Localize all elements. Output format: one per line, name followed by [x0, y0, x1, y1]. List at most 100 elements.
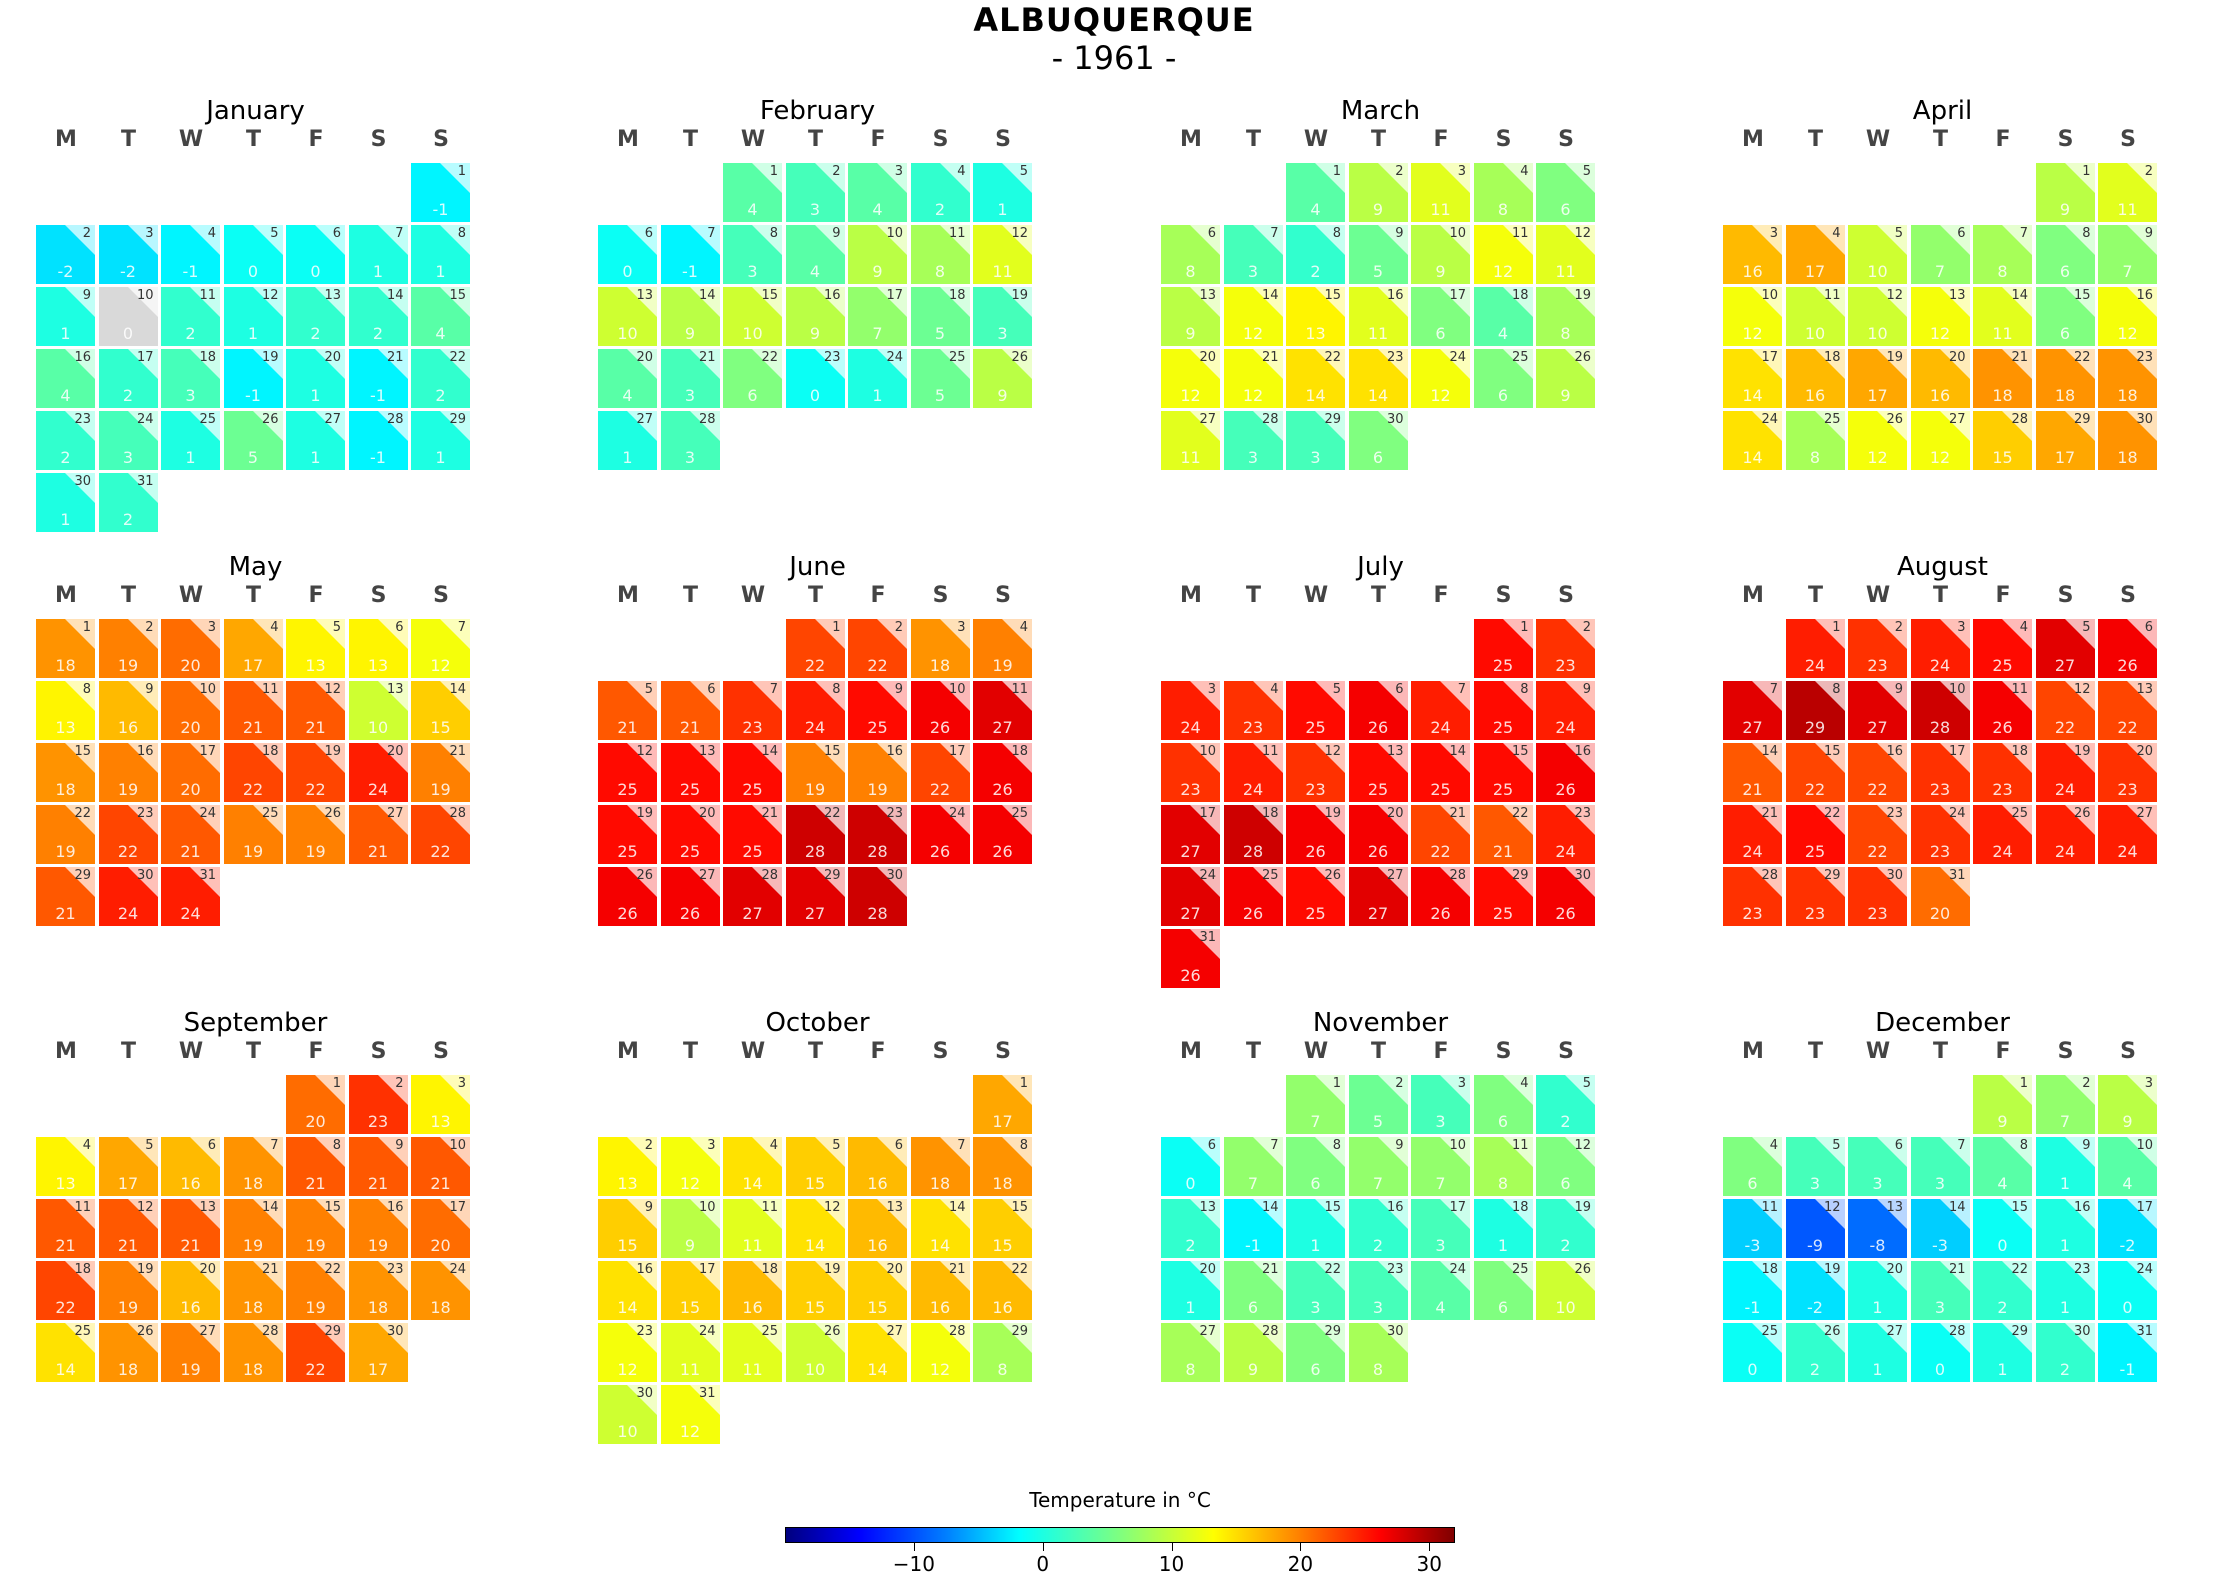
day-temperature: 2 [2059, 1360, 2071, 1379]
day-corner [440, 1261, 470, 1291]
weekday-label: S [1495, 583, 1512, 608]
day-cell: 21 19 [411, 743, 470, 802]
day-number: 17 [199, 744, 216, 759]
day-cell: 28 9 [1223, 1323, 1283, 1382]
day-number: 15 [1324, 288, 1341, 303]
day-cell: 9 24 [1536, 681, 1595, 740]
day-corner [689, 1323, 720, 1353]
colorbar-tick [1300, 1543, 1302, 1551]
day-number: 1 [457, 164, 466, 179]
day-cell: 21 24 [1723, 805, 1782, 864]
day-number: 11 [1261, 744, 1279, 759]
weekday-label: F [308, 1039, 324, 1064]
day-cell: 19 17 [1848, 349, 1907, 408]
day-corner [1939, 1323, 1970, 1353]
weekday-label: T [120, 583, 136, 608]
day-cell: 12 6 [1536, 1137, 1595, 1196]
day-number: 26 [636, 868, 653, 883]
day-cell: 15 22 [1785, 743, 1845, 802]
day-number: 12 [1011, 226, 1028, 241]
day-corner [1502, 681, 1533, 711]
day-temperature: 3 [1247, 448, 1259, 467]
day-cell: 29 22 [286, 1323, 345, 1382]
day-temperature: -1 [1245, 1236, 1261, 1255]
day-corner [65, 349, 95, 379]
day-number: 9 [1894, 682, 1903, 697]
month-title: September [183, 1008, 328, 1038]
day-corner [1002, 1137, 1032, 1167]
day-corner [1565, 1075, 1595, 1105]
day-number: 15 [449, 288, 466, 303]
day-temperature: 21 [679, 718, 701, 737]
day-corner [1440, 163, 1470, 193]
day-corner [1877, 619, 1907, 649]
day-temperature: 8 [1497, 1174, 1509, 1193]
day-temperature: 7 [2059, 1112, 2071, 1131]
day-cell: 11 12 [1473, 225, 1533, 284]
day-corner [1377, 805, 1408, 835]
day-corner [2064, 1199, 2095, 1229]
day-temperature: 7 [1934, 262, 1946, 281]
day-cell: 14 2 [348, 287, 408, 346]
day-corner [814, 619, 845, 649]
day-number: 29 [74, 868, 91, 883]
day-corner [689, 1137, 720, 1167]
day-cell: 16 9 [785, 287, 845, 346]
day-corner [2064, 619, 2095, 649]
day-temperature: 26 [1367, 718, 1389, 737]
day-corner [65, 1137, 95, 1167]
day-temperature: 24 [180, 904, 201, 923]
day-temperature: 4 [1997, 1174, 2008, 1193]
day-temperature: 25 [867, 718, 888, 737]
day-number: 27 [886, 1324, 903, 1339]
day-corner [2127, 1075, 2157, 1105]
day-cell: 7 18 [910, 1137, 970, 1196]
day-corner [252, 1261, 283, 1291]
day-corner [1440, 349, 1470, 379]
day-cell: 23 12 [598, 1323, 657, 1382]
day-corner [127, 681, 158, 711]
day-corner [1502, 287, 1533, 317]
day-number: 30 [74, 474, 91, 489]
day-temperature: 3 [122, 448, 134, 467]
day-corner [1752, 1261, 1782, 1291]
day-number: 3 [1457, 164, 1466, 179]
weekday-label: M [617, 583, 639, 608]
day-cell: 16 19 [98, 743, 158, 802]
day-corner [814, 743, 845, 773]
day-number: 25 [199, 412, 216, 427]
day-number: 17 [1199, 806, 1216, 821]
day-cell: 3 20 [161, 619, 220, 678]
day-temperature: 5 [1372, 262, 1384, 281]
day-number: 5 [1582, 164, 1591, 179]
day-cell: 17 7 [848, 287, 907, 346]
day-number: 2 [145, 620, 154, 635]
day-temperature: 1 [310, 386, 321, 405]
month-november: November M T W T F S S 1 7 2 5 3 3 4 6 5 2 6 0 7 7 8 6 9 7 10 7 11 8 1… [1161, 1008, 1600, 1438]
day-number: 10 [1449, 226, 1466, 241]
day-cell: 27 8 [1161, 1323, 1220, 1382]
day-number: 26 [1011, 350, 1028, 365]
day-corner [1377, 1261, 1408, 1291]
day-corner [2127, 743, 2157, 773]
day-corner [877, 867, 907, 897]
day-temperature: 22 [867, 656, 888, 675]
weekday-label: S [2057, 1039, 2074, 1064]
day-cell: 17 3 [1411, 1199, 1470, 1258]
day-temperature: 15 [804, 1298, 826, 1317]
day-corner [315, 743, 345, 773]
day-temperature: 12 [2117, 324, 2138, 343]
day-corner [627, 411, 657, 441]
day-cell: 14 11 [1973, 287, 2032, 346]
day-temperature: 27 [1180, 842, 1201, 861]
day-corner [1315, 805, 1345, 835]
day-number: 26 [1886, 412, 1903, 427]
day-temperature: 24 [117, 904, 139, 923]
day-cell: 20 16 [161, 1261, 220, 1320]
